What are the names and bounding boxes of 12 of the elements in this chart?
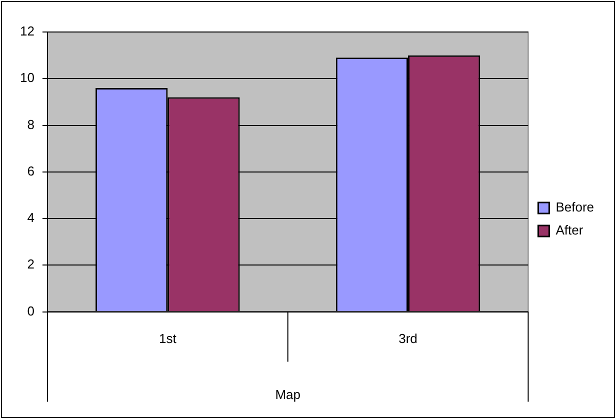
y-tick-label: 4: [27, 210, 34, 226]
x-tick-label: 3rd: [398, 331, 418, 346]
legend-label: After: [556, 222, 584, 238]
x-axis-title: Map: [275, 386, 300, 402]
y-tick-label: 0: [27, 303, 34, 318]
y-tick-label: 8: [27, 116, 34, 132]
y-tick-label: 6: [27, 163, 34, 178]
legend-label: Before: [556, 200, 594, 215]
y-tick-label: 2: [27, 256, 34, 272]
x-tick-label: 1st: [158, 331, 177, 346]
y-tick-label: 10: [20, 70, 34, 86]
y-tick-label: 12: [20, 24, 34, 39]
